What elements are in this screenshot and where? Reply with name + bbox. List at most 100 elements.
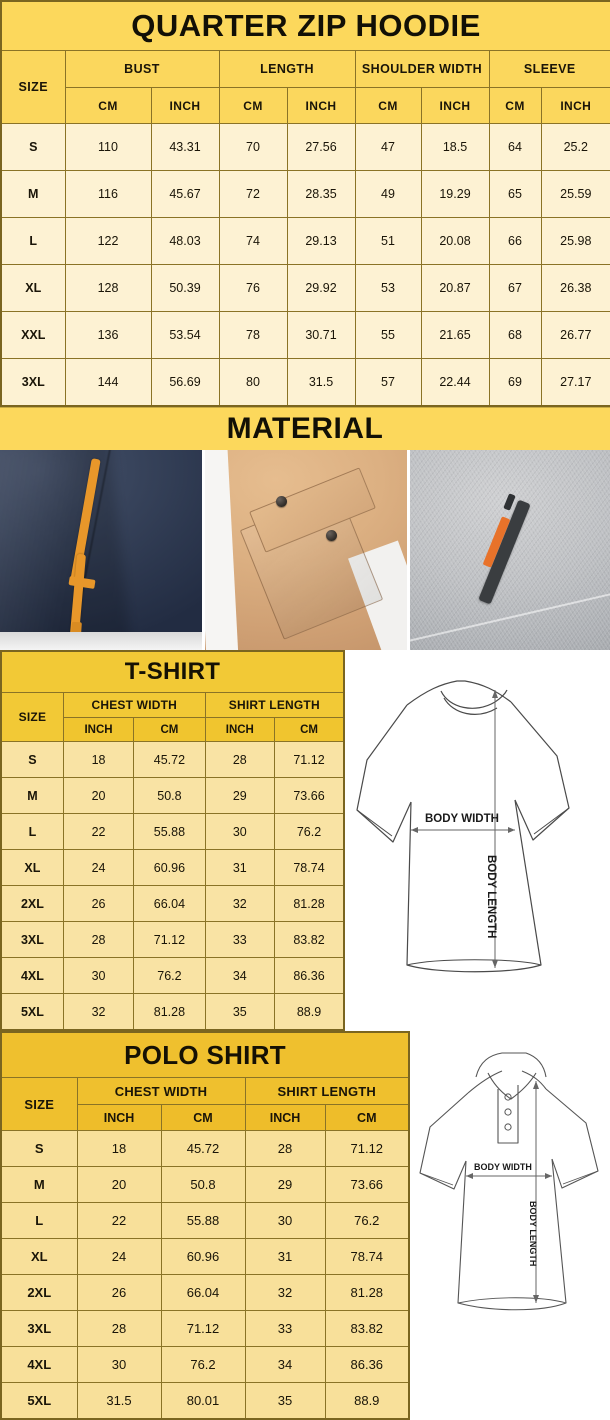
hoodie-cell-length-cm: 70 bbox=[218, 123, 288, 171]
hoodie-cell-length-cm: 80 bbox=[218, 358, 288, 407]
table-row: 5XL 31.5 80.01 35 88.9 bbox=[0, 1382, 410, 1420]
polo-cell-size: 4XL bbox=[0, 1346, 78, 1383]
polo-cell-chest-cm: 66.04 bbox=[160, 1274, 246, 1311]
table-row: L 22 55.88 30 76.2 bbox=[0, 813, 345, 850]
tshirt-unit-chest-inch: INCH bbox=[62, 717, 135, 742]
tshirt-cell-size: S bbox=[0, 741, 64, 778]
hoodie-unit-sleeve-cm: CM bbox=[488, 87, 542, 124]
hoodie-cell-length-cm: 74 bbox=[218, 217, 288, 265]
polo-cell-size: L bbox=[0, 1202, 78, 1239]
table-row: S 18 45.72 28 71.12 bbox=[0, 1130, 410, 1167]
polo-cell-size: 3XL bbox=[0, 1310, 78, 1347]
tshirt-cell-length-cm: 76.2 bbox=[274, 813, 345, 850]
tshirt-cell-chest-cm: 71.12 bbox=[133, 921, 206, 958]
polo-cell-length-cm: 76.2 bbox=[324, 1202, 410, 1239]
tshirt-unit-chest-cm: CM bbox=[133, 717, 206, 742]
polo-unit-length-inch: INCH bbox=[244, 1104, 326, 1131]
polo-cell-length-cm: 81.28 bbox=[324, 1274, 410, 1311]
tan-snap-pocket-photo bbox=[205, 450, 407, 650]
polo-group-chest-width: CHEST WIDTH bbox=[76, 1077, 246, 1105]
tshirt-cell-size: L bbox=[0, 813, 64, 850]
tshirt-cell-length-inch: 33 bbox=[204, 921, 276, 958]
hoodie-cell-length-inch: 29.13 bbox=[286, 217, 356, 265]
hoodie-cell-shoulder-cm: 47 bbox=[354, 123, 422, 171]
table-row: M 20 50.8 29 73.66 bbox=[0, 777, 345, 814]
polo-cell-size: S bbox=[0, 1130, 78, 1167]
hoodie-unit-bust-inch: INCH bbox=[150, 87, 220, 124]
table-row: 2XL 26 66.04 32 81.28 bbox=[0, 1274, 410, 1311]
hoodie-cell-length-inch: 31.5 bbox=[286, 358, 356, 407]
hoodie-cell-shoulder-inch: 20.08 bbox=[420, 217, 490, 265]
tshirt-cell-length-cm: 81.28 bbox=[274, 885, 345, 922]
polo-cell-length-inch: 29 bbox=[244, 1166, 326, 1203]
hoodie-cell-size: 3XL bbox=[0, 358, 66, 407]
polo-cell-chest-inch: 24 bbox=[76, 1238, 162, 1275]
polo-cell-length-cm: 86.36 bbox=[324, 1346, 410, 1383]
tshirt-section: T-SHIRT SIZE CHEST WIDTH SHIRT LENGTH IN… bbox=[0, 650, 610, 1031]
hoodie-cell-bust-inch: 48.03 bbox=[150, 217, 220, 265]
polo-body-width-label: BODY WIDTH bbox=[474, 1162, 532, 1172]
polo-cell-chest-cm: 71.12 bbox=[160, 1310, 246, 1347]
polo-body-length-label: BODY LENGTH bbox=[528, 1201, 538, 1266]
polo-cell-chest-inch: 31.5 bbox=[76, 1382, 162, 1420]
tshirt-cell-size: M bbox=[0, 777, 64, 814]
table-row: 4XL 30 76.2 34 86.36 bbox=[0, 957, 345, 994]
tshirt-group-shirt-length: SHIRT LENGTH bbox=[204, 692, 345, 718]
hoodie-cell-bust-cm: 116 bbox=[64, 170, 152, 218]
hoodie-unit-shoulder-cm: CM bbox=[354, 87, 422, 124]
tshirt-unit-length-inch: INCH bbox=[204, 717, 276, 742]
hoodie-cell-bust-inch: 53.54 bbox=[150, 311, 220, 359]
polo-cell-length-cm: 78.74 bbox=[324, 1238, 410, 1275]
hoodie-cell-bust-cm: 136 bbox=[64, 311, 152, 359]
hoodie-cell-bust-cm: 144 bbox=[64, 358, 152, 407]
table-row: XL 24 60.96 31 78.74 bbox=[0, 849, 345, 886]
hoodie-cell-bust-cm: 122 bbox=[64, 217, 152, 265]
polo-cell-chest-cm: 50.8 bbox=[160, 1166, 246, 1203]
tshirt-cell-chest-cm: 45.72 bbox=[133, 741, 206, 778]
hoodie-unit-length-inch: INCH bbox=[286, 87, 356, 124]
hoodie-unit-sleeve-inch: INCH bbox=[540, 87, 610, 124]
polo-cell-length-inch: 34 bbox=[244, 1346, 326, 1383]
hoodie-title: QUARTER ZIP HOODIE bbox=[0, 0, 610, 51]
polo-unit-chest-cm: CM bbox=[160, 1104, 246, 1131]
hoodie-cell-shoulder-cm: 55 bbox=[354, 311, 422, 359]
hoodie-cell-size: S bbox=[0, 123, 66, 171]
hoodie-cell-shoulder-inch: 20.87 bbox=[420, 264, 490, 312]
polo-measurement-diagram: BODY WIDTH BODY LENGTH bbox=[410, 1031, 610, 1420]
polo-cell-length-inch: 32 bbox=[244, 1274, 326, 1311]
hoodie-cell-bust-cm: 128 bbox=[64, 264, 152, 312]
tshirt-cell-length-cm: 83.82 bbox=[274, 921, 345, 958]
hoodie-cell-shoulder-inch: 19.29 bbox=[420, 170, 490, 218]
hoodie-size-table: QUARTER ZIP HOODIE SIZE BUST LENGTH SHOU… bbox=[0, 0, 610, 407]
table-row: L 122 48.03 74 29.13 51 20.08 66 25.98 bbox=[0, 217, 610, 265]
polo-cell-length-inch: 31 bbox=[244, 1238, 326, 1275]
table-row: 3XL 144 56.69 80 31.5 57 22.44 69 27.17 bbox=[0, 358, 610, 407]
tshirt-cell-length-inch: 31 bbox=[204, 849, 276, 886]
tshirt-group-chest-width: CHEST WIDTH bbox=[62, 692, 206, 718]
tshirt-cell-chest-inch: 26 bbox=[62, 885, 135, 922]
tshirt-cell-length-inch: 29 bbox=[204, 777, 276, 814]
hoodie-unit-length-cm: CM bbox=[218, 87, 288, 124]
polo-cell-chest-cm: 45.72 bbox=[160, 1130, 246, 1167]
polo-cell-chest-inch: 18 bbox=[76, 1130, 162, 1167]
tshirt-cell-chest-inch: 24 bbox=[62, 849, 135, 886]
tshirt-cell-chest-cm: 55.88 bbox=[133, 813, 206, 850]
hoodie-cell-size: XL bbox=[0, 264, 66, 312]
polo-cell-size: 5XL bbox=[0, 1382, 78, 1420]
tshirt-cell-length-cm: 71.12 bbox=[274, 741, 345, 778]
tshirt-cell-size: XL bbox=[0, 849, 64, 886]
polo-cell-size: M bbox=[0, 1166, 78, 1203]
polo-cell-size: 2XL bbox=[0, 1274, 78, 1311]
hoodie-cell-size: XXL bbox=[0, 311, 66, 359]
polo-cell-chest-inch: 26 bbox=[76, 1274, 162, 1311]
polo-group-shirt-length: SHIRT LENGTH bbox=[244, 1077, 410, 1105]
hoodie-cell-bust-inch: 45.67 bbox=[150, 170, 220, 218]
hoodie-cell-size: M bbox=[0, 170, 66, 218]
polo-cell-chest-inch: 28 bbox=[76, 1310, 162, 1347]
hoodie-cell-shoulder-cm: 51 bbox=[354, 217, 422, 265]
hoodie-cell-sleeve-inch: 25.59 bbox=[540, 170, 610, 218]
tshirt-cell-size: 4XL bbox=[0, 957, 64, 994]
table-row: 2XL 26 66.04 32 81.28 bbox=[0, 885, 345, 922]
tshirt-cell-length-cm: 86.36 bbox=[274, 957, 345, 994]
